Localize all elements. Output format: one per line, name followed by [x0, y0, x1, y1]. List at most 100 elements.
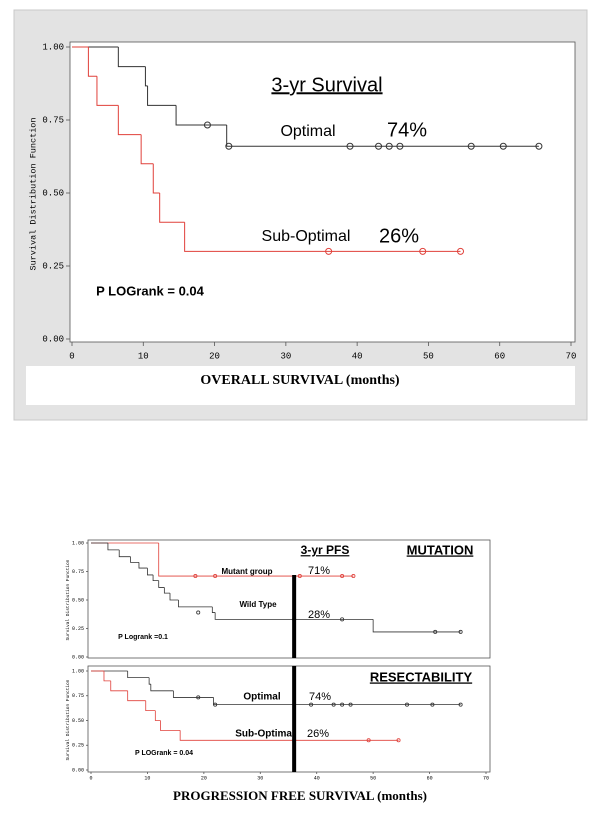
- y-axis-label: Survival Distribution Function: [28, 117, 38, 270]
- censor-mark: [196, 610, 201, 615]
- x-tick-label: 50: [423, 351, 434, 361]
- survival-step: [152, 574, 159, 582]
- censor-mark: [433, 629, 438, 634]
- y-tick-label: 0.25: [72, 743, 84, 749]
- survival-step: [127, 690, 146, 702]
- x-tick-label: 60: [427, 775, 433, 781]
- survival-step: [145, 700, 156, 711]
- x-tick-label: 0: [89, 775, 92, 781]
- y-tick-label: 0.25: [42, 261, 64, 271]
- survival-step: [87, 47, 97, 77]
- censor-mark: [457, 247, 465, 255]
- y-tick-label: 0.00: [72, 767, 84, 773]
- survival-step: [127, 671, 150, 679]
- y-tick-label: 1.00: [42, 42, 64, 52]
- x-axis-label: OVERALL SURVIVAL (months): [200, 373, 400, 388]
- plot-area: [87, 539, 491, 659]
- censor-mark: [203, 121, 211, 129]
- x-axis-label: PROGRESSION FREE SURVIVAL (months): [173, 788, 427, 803]
- censor-mark: [309, 702, 314, 707]
- y-tick-label: 0.50: [72, 597, 84, 603]
- survival-step: [148, 677, 151, 685]
- censor-mark: [340, 617, 345, 622]
- censor-mark: [340, 702, 345, 707]
- censor-mark: [297, 574, 302, 579]
- censor-mark: [467, 142, 475, 150]
- survival-step: [163, 587, 170, 594]
- censor-mark: [346, 142, 354, 150]
- censor-mark: [499, 142, 507, 150]
- censor-mark: [535, 142, 543, 150]
- x-tick-label: 70: [483, 775, 489, 781]
- y-tick-label: 0.50: [42, 188, 64, 198]
- censor-mark: [196, 695, 201, 700]
- survival-step: [147, 85, 177, 106]
- survival-step: [152, 163, 160, 194]
- censor-mark: [430, 702, 435, 707]
- y-tick-label: 0.00: [72, 654, 84, 660]
- censor-mark: [193, 574, 198, 579]
- plot-area: [69, 41, 576, 343]
- survival-step: [130, 556, 139, 563]
- survival-step: [158, 580, 165, 588]
- panel-label: MUTATION: [407, 542, 474, 557]
- censor-mark: [213, 702, 218, 707]
- annotation: 26%: [307, 728, 329, 740]
- annotation: P LOGrank = 0.04: [135, 750, 193, 757]
- survival-step: [147, 568, 154, 576]
- annotation: 74%: [387, 119, 427, 141]
- survival-step: [117, 47, 146, 68]
- survival-step: [175, 105, 227, 126]
- x-tick-label: 30: [257, 775, 263, 781]
- annotation: 26%: [379, 225, 419, 247]
- survival-step: [214, 612, 374, 620]
- annotation: 28%: [308, 609, 330, 621]
- survival-step: [138, 562, 148, 569]
- survival-step: [160, 720, 181, 731]
- panel-label: RESECTABILITY: [370, 669, 473, 684]
- censor-mark: [213, 574, 218, 579]
- y-tick-label: 0.75: [42, 115, 64, 125]
- censor-mark: [348, 702, 353, 707]
- censor-mark: [331, 702, 336, 707]
- survival-step: [179, 730, 399, 741]
- censor-mark: [375, 142, 383, 150]
- y-tick-label: 0.75: [72, 693, 84, 699]
- x-tick-label: 40: [352, 351, 363, 361]
- xlabel-box: [26, 366, 575, 405]
- series-label: Optimal: [243, 692, 280, 703]
- survival-step: [117, 105, 142, 136]
- censor-mark: [325, 247, 333, 255]
- annotation: P Logrank =0.1: [118, 634, 168, 641]
- annotation: P LOGrank = 0.04: [96, 283, 205, 298]
- survival-step: [118, 549, 131, 558]
- survival-step: [154, 710, 161, 721]
- censor-mark: [396, 738, 401, 743]
- x-tick-label: 50: [370, 775, 376, 781]
- survival-step: [107, 543, 120, 551]
- survival-step: [110, 680, 128, 692]
- survival-step: [178, 600, 213, 608]
- annotation: 74%: [309, 691, 331, 703]
- x-tick-label: 10: [144, 775, 150, 781]
- censor-mark: [458, 629, 463, 634]
- censor-mark: [458, 702, 463, 707]
- censor-mark: [340, 574, 345, 579]
- y-tick-label: 0.75: [72, 569, 84, 575]
- survival-step: [144, 66, 148, 87]
- survival-step: [226, 124, 539, 147]
- series-label: Mutant group: [221, 567, 272, 576]
- survival-step: [103, 671, 111, 682]
- series-label: Sub-Optimal: [262, 228, 351, 245]
- survival-step: [211, 606, 216, 613]
- y-tick-label: 1.00: [72, 668, 84, 674]
- x-tick-label: 20: [201, 775, 207, 781]
- y-axis-label: Survival Distribution Function: [65, 679, 71, 760]
- survival-step: [150, 684, 174, 692]
- annotation: 71%: [308, 565, 330, 577]
- survival-step: [372, 619, 461, 633]
- y-tick-label: 0.25: [72, 626, 84, 632]
- survival-step: [158, 543, 354, 577]
